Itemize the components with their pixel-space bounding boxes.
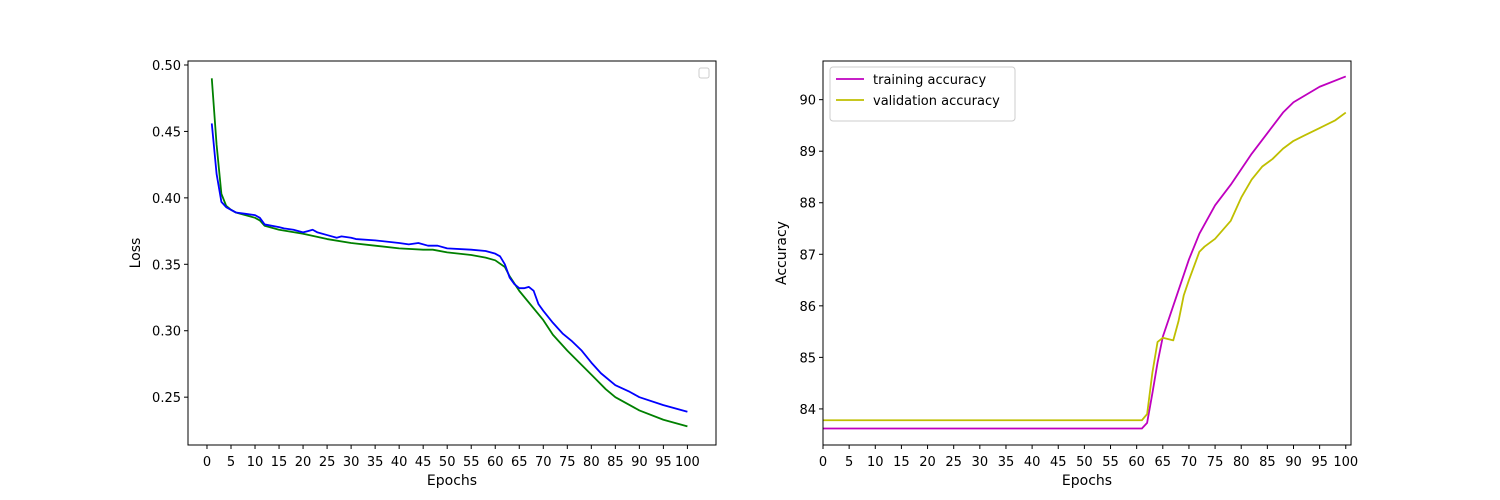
x-tick-label: 90 <box>1285 455 1302 470</box>
series-line-validation-accuracy <box>823 111 1347 422</box>
x-tick-label: 75 <box>1207 455 1224 470</box>
x-tick-label: 15 <box>271 455 288 470</box>
series-line-2 <box>210 123 688 413</box>
x-tick-label: 5 <box>227 455 235 470</box>
x-tick-label: 65 <box>511 455 528 470</box>
subplot-1: 0 5 10 15 20 25 30 35 40 45 50 55 60 65 70 75 80 85 90 95 10… <box>128 59 717 489</box>
y-tick-label: 86 <box>799 300 816 315</box>
x-tick-label: 95 <box>1311 455 1328 470</box>
x-tick-label: 50 <box>439 455 456 470</box>
y-tick-label: 89 <box>799 145 816 160</box>
subplot-2: 0 5 10 15 20 25 30 35 40 45 50 55 60 65 70 75 80 85 90 95 10… <box>774 60 1358 489</box>
x-tick-label: 35 <box>367 455 384 470</box>
legend-box <box>698 67 710 79</box>
x-tick-label: 15 <box>893 455 910 470</box>
x-tick-label: 20 <box>295 455 312 470</box>
x-tick-label: 30 <box>972 455 989 470</box>
x-tick-label: 70 <box>1181 455 1198 470</box>
x-tick-label: 45 <box>1050 455 1067 470</box>
y-tick-label: 0.45 <box>152 125 181 140</box>
x-tick-label: 85 <box>1259 455 1276 470</box>
series-line-1 <box>210 78 688 428</box>
x-tick-label: 40 <box>391 455 408 470</box>
x-tick-label: 45 <box>415 455 432 470</box>
y-axis-label: Loss <box>128 238 144 269</box>
y-tick-label: 0.35 <box>152 258 181 273</box>
y-tick-label: 87 <box>799 248 816 263</box>
x-tick-label: 70 <box>535 455 552 470</box>
legend: training accuracy validation accuracy <box>829 66 1016 122</box>
x-tick-label: 55 <box>1102 455 1119 470</box>
x-tick-label: 25 <box>945 455 962 470</box>
y-tick-label: 0.25 <box>152 391 181 406</box>
x-axis-label: Epochs <box>427 473 477 489</box>
x-tick-label: 5 <box>845 455 853 470</box>
x-tick-label: 55 <box>463 455 480 470</box>
y-tick-label: 0.40 <box>152 192 181 207</box>
x-tick-label: 35 <box>998 455 1015 470</box>
x-tick-label: 0 <box>819 455 827 470</box>
y-axis-label: Accuracy <box>774 221 790 285</box>
y-tick-label: 0.30 <box>152 325 181 340</box>
x-tick-label: 90 <box>631 455 648 470</box>
x-tick-label: 75 <box>559 455 576 470</box>
y-tick-label: 90 <box>799 94 816 109</box>
legend-label-training-accuracy: training accuracy <box>873 73 986 88</box>
x-tick-label: 40 <box>1024 455 1041 470</box>
y-tick-label: 88 <box>799 197 816 212</box>
x-tick-label: 100 <box>1333 455 1358 470</box>
legend-label-validation-accuracy: validation accuracy <box>873 94 1000 109</box>
x-tick-label: 60 <box>1128 455 1145 470</box>
axes-frame <box>187 60 717 446</box>
x-tick-label: 25 <box>319 455 336 470</box>
x-tick-label: 0 <box>203 455 211 470</box>
legend-box <box>829 66 1016 122</box>
x-tick-label: 10 <box>247 455 264 470</box>
y-tick-label: 84 <box>799 403 816 418</box>
x-tick-label: 85 <box>607 455 624 470</box>
x-tick-label: 80 <box>1233 455 1250 470</box>
x-tick-label: 30 <box>343 455 360 470</box>
x-tick-label: 65 <box>1155 455 1172 470</box>
x-tick-label: 20 <box>919 455 936 470</box>
x-tick-label: 10 <box>867 455 884 470</box>
series-line-training-accuracy <box>823 75 1347 430</box>
x-tick-label: 95 <box>655 455 672 470</box>
y-tick-label: 0.50 <box>152 59 181 74</box>
x-tick-label: 100 <box>675 455 700 470</box>
y-tick-label: 85 <box>799 351 816 366</box>
axes-frame <box>822 60 1352 446</box>
x-tick-label: 80 <box>583 455 600 470</box>
x-tick-label: 50 <box>1076 455 1093 470</box>
x-axis-label: Epochs <box>1062 473 1112 489</box>
x-tick-label: 60 <box>487 455 504 470</box>
